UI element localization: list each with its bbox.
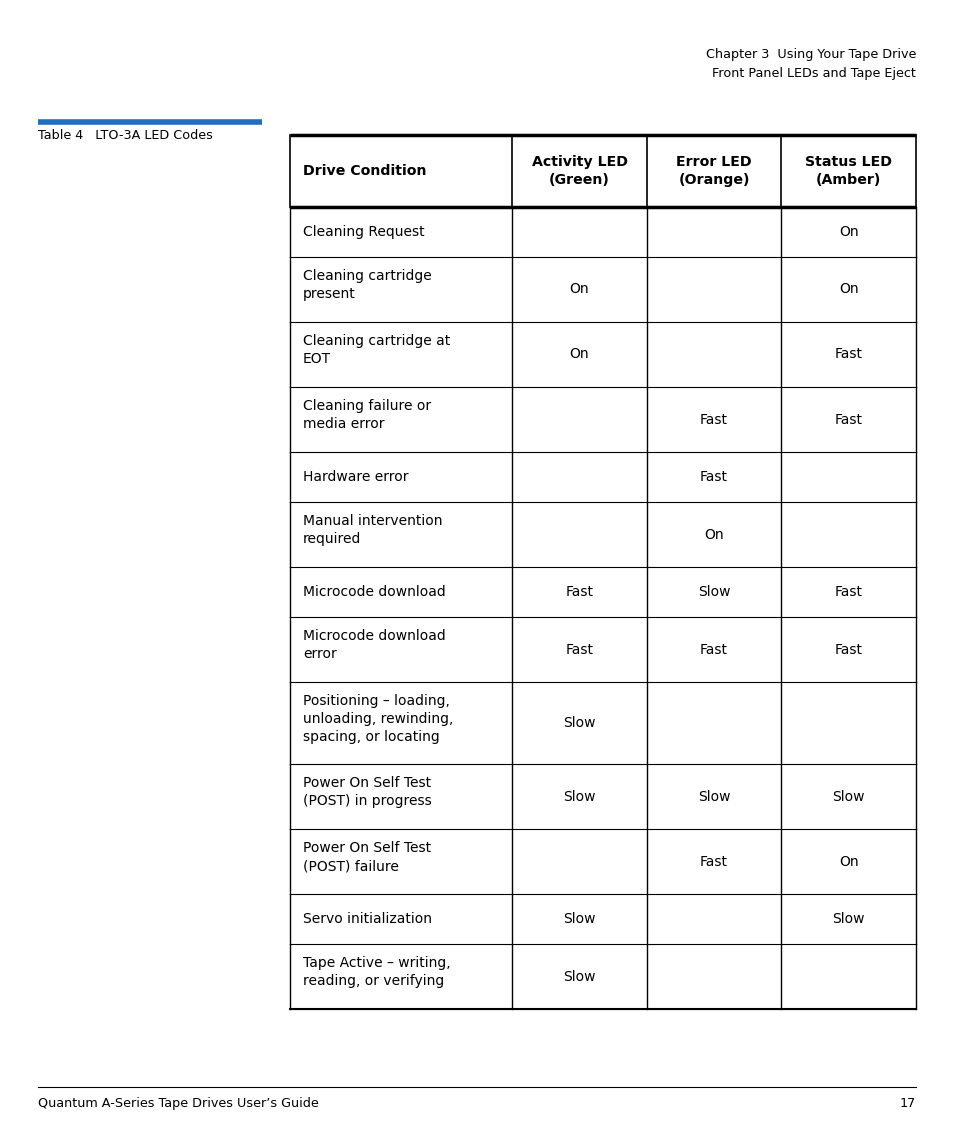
Text: Cleaning cartridge at
EOT: Cleaning cartridge at EOT (303, 334, 450, 366)
Text: Microcode download
error: Microcode download error (303, 629, 445, 661)
Text: Fast: Fast (700, 412, 727, 426)
Text: Slow: Slow (698, 585, 730, 599)
Text: Fast: Fast (700, 854, 727, 869)
Text: Slow: Slow (832, 790, 864, 804)
Text: Drive Condition: Drive Condition (303, 164, 426, 177)
Text: Table 4   LTO-3A LED Codes: Table 4 LTO-3A LED Codes (38, 129, 213, 142)
Text: Slow: Slow (562, 716, 596, 731)
Text: Error LED
(Orange): Error LED (Orange) (676, 156, 751, 187)
Text: Manual intervention
required: Manual intervention required (303, 514, 442, 546)
Text: Power On Self Test
(POST) failure: Power On Self Test (POST) failure (303, 840, 431, 874)
Text: Slow: Slow (562, 913, 596, 926)
Text: Fast: Fast (700, 642, 727, 656)
Text: Chapter 3  Using Your Tape Drive
Front Panel LEDs and Tape Eject: Chapter 3 Using Your Tape Drive Front Pa… (705, 48, 915, 79)
Text: Fast: Fast (834, 347, 862, 362)
Text: On: On (703, 528, 723, 542)
Text: Fast: Fast (565, 585, 593, 599)
Text: Fast: Fast (565, 642, 593, 656)
Text: Servo initialization: Servo initialization (303, 913, 432, 926)
Text: Status LED
(Amber): Status LED (Amber) (804, 156, 891, 187)
Text: On: On (838, 226, 858, 239)
Text: Quantum A-Series Tape Drives User’s Guide: Quantum A-Series Tape Drives User’s Guid… (38, 1097, 318, 1110)
Text: Tape Active – writing,
reading, or verifying: Tape Active – writing, reading, or verif… (303, 956, 450, 988)
Text: Activity LED
(Green): Activity LED (Green) (531, 156, 627, 187)
Text: Cleaning failure or
media error: Cleaning failure or media error (303, 398, 431, 432)
Text: On: On (569, 283, 589, 297)
Text: Microcode download: Microcode download (303, 585, 445, 599)
Text: Fast: Fast (834, 412, 862, 426)
Text: On: On (569, 347, 589, 362)
Text: On: On (838, 283, 858, 297)
Text: Slow: Slow (562, 970, 596, 984)
Text: Slow: Slow (698, 790, 730, 804)
Text: Power On Self Test
(POST) in progress: Power On Self Test (POST) in progress (303, 776, 432, 808)
Text: Hardware error: Hardware error (303, 469, 408, 484)
Text: 17: 17 (899, 1097, 915, 1110)
Text: Cleaning cartridge
present: Cleaning cartridge present (303, 269, 432, 301)
Text: Fast: Fast (700, 469, 727, 484)
Text: Fast: Fast (834, 585, 862, 599)
Text: Positioning – loading,
unloading, rewinding,
spacing, or locating: Positioning – loading, unloading, rewind… (303, 694, 453, 744)
Text: Slow: Slow (562, 790, 596, 804)
Text: Slow: Slow (832, 913, 864, 926)
Text: Fast: Fast (834, 642, 862, 656)
Text: On: On (838, 854, 858, 869)
Text: Cleaning Request: Cleaning Request (303, 226, 424, 239)
